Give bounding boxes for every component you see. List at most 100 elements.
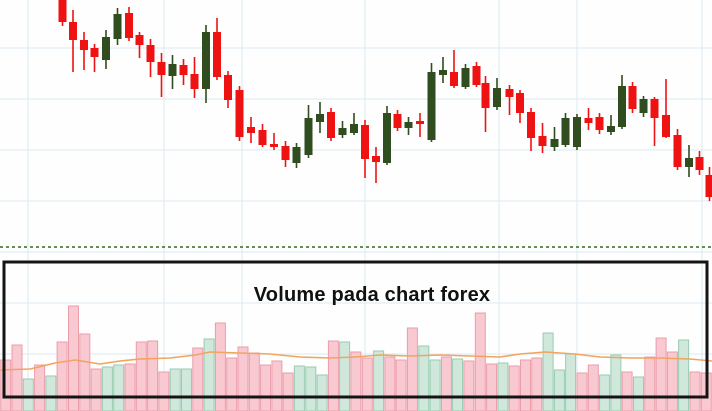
candle-body [258, 130, 267, 145]
volume-bar [440, 356, 452, 411]
candle-body [650, 99, 659, 118]
volume-bar [271, 360, 283, 411]
volume-ma-line [0, 351, 712, 371]
volume-panel-title: Volume pada chart forex [253, 284, 491, 306]
volume-bar [327, 340, 339, 411]
volume-bar [181, 368, 192, 411]
volume-bar [260, 364, 272, 411]
volume-bar [474, 312, 486, 411]
candle-body [595, 117, 604, 130]
volume-bar [34, 364, 46, 411]
volume-bar [508, 365, 520, 411]
volume-bar [101, 366, 113, 411]
candle-body [505, 89, 514, 97]
volume-bar [689, 371, 701, 411]
volume-bar [226, 357, 238, 411]
volume-bar [610, 354, 622, 411]
volume-bar [68, 305, 79, 411]
candle-body [639, 99, 648, 113]
candle-body [270, 144, 278, 147]
candle-body [179, 65, 188, 75]
volume-bar [531, 357, 543, 411]
candle-body [427, 72, 436, 140]
candle-body [516, 93, 524, 113]
volume-bar [203, 338, 215, 411]
volume-bar [429, 359, 441, 411]
volume-bar [22, 378, 34, 411]
volume-bar [113, 364, 125, 411]
candle-body [90, 48, 99, 57]
candle-body [705, 175, 712, 197]
volume-bar [633, 376, 644, 411]
volume-bar [373, 350, 385, 411]
volume-bar [56, 341, 68, 411]
volume-bar [542, 332, 554, 411]
volume-bar [644, 356, 656, 411]
volume-bar [305, 366, 317, 411]
candle-body [80, 40, 88, 50]
candle-body [372, 156, 380, 162]
candle-body [628, 86, 637, 109]
candle-body [493, 88, 501, 107]
candle-body [213, 32, 221, 77]
candle-body [404, 122, 413, 128]
candle-body [662, 115, 670, 137]
candle-body [481, 83, 490, 108]
candle-body [135, 35, 144, 45]
volume-bar [339, 341, 351, 411]
candle-body [247, 127, 255, 133]
volume-bar [361, 357, 373, 411]
volume-bar [158, 371, 170, 411]
candle-body [573, 117, 581, 147]
volume-bar [124, 363, 136, 411]
volume-bar [316, 374, 328, 411]
candle-body [168, 64, 177, 76]
volume-bar [497, 362, 509, 411]
volume-bar [192, 347, 204, 411]
volume-bar [553, 369, 565, 411]
candle-body [58, 0, 67, 22]
volume-bar [248, 352, 260, 411]
volume-bar [214, 322, 226, 411]
volume-highlight-box [2, 260, 709, 399]
volume-bar [599, 374, 611, 411]
candle-body [69, 22, 77, 40]
volume-bar [520, 359, 531, 411]
volume-bar [452, 358, 464, 411]
volume-bar [395, 359, 407, 411]
candle-body [350, 124, 358, 133]
candle-body [538, 136, 547, 146]
candle-body [673, 135, 682, 167]
volume-bar [237, 346, 249, 411]
candle-body [190, 74, 199, 89]
volume-bar [293, 365, 305, 411]
candle-body [695, 157, 704, 170]
candle-body [235, 90, 244, 137]
volume-bar [418, 345, 430, 411]
volume-bar [79, 333, 91, 411]
volume-bar [350, 351, 362, 411]
candle-body [607, 126, 615, 132]
candle-body [439, 70, 447, 75]
candle-body [338, 128, 347, 135]
candle-body [202, 32, 210, 89]
volume-bar [384, 356, 396, 411]
candle-body [416, 121, 424, 124]
volume-bar [486, 363, 498, 411]
volume-bar [90, 368, 102, 411]
candle-body [146, 45, 155, 62]
candle-body [327, 112, 335, 138]
candle-body [281, 146, 290, 160]
volume-bar [169, 368, 181, 411]
candle-body [292, 147, 301, 163]
volume-bar [45, 375, 57, 411]
candle-body [550, 139, 559, 147]
volume-bar [621, 371, 633, 411]
volume-bar [565, 353, 577, 411]
candle-body [618, 86, 626, 127]
candle-body [224, 75, 232, 100]
volume-bar [678, 339, 690, 411]
candle-body [461, 68, 470, 87]
candle-body [125, 13, 133, 38]
